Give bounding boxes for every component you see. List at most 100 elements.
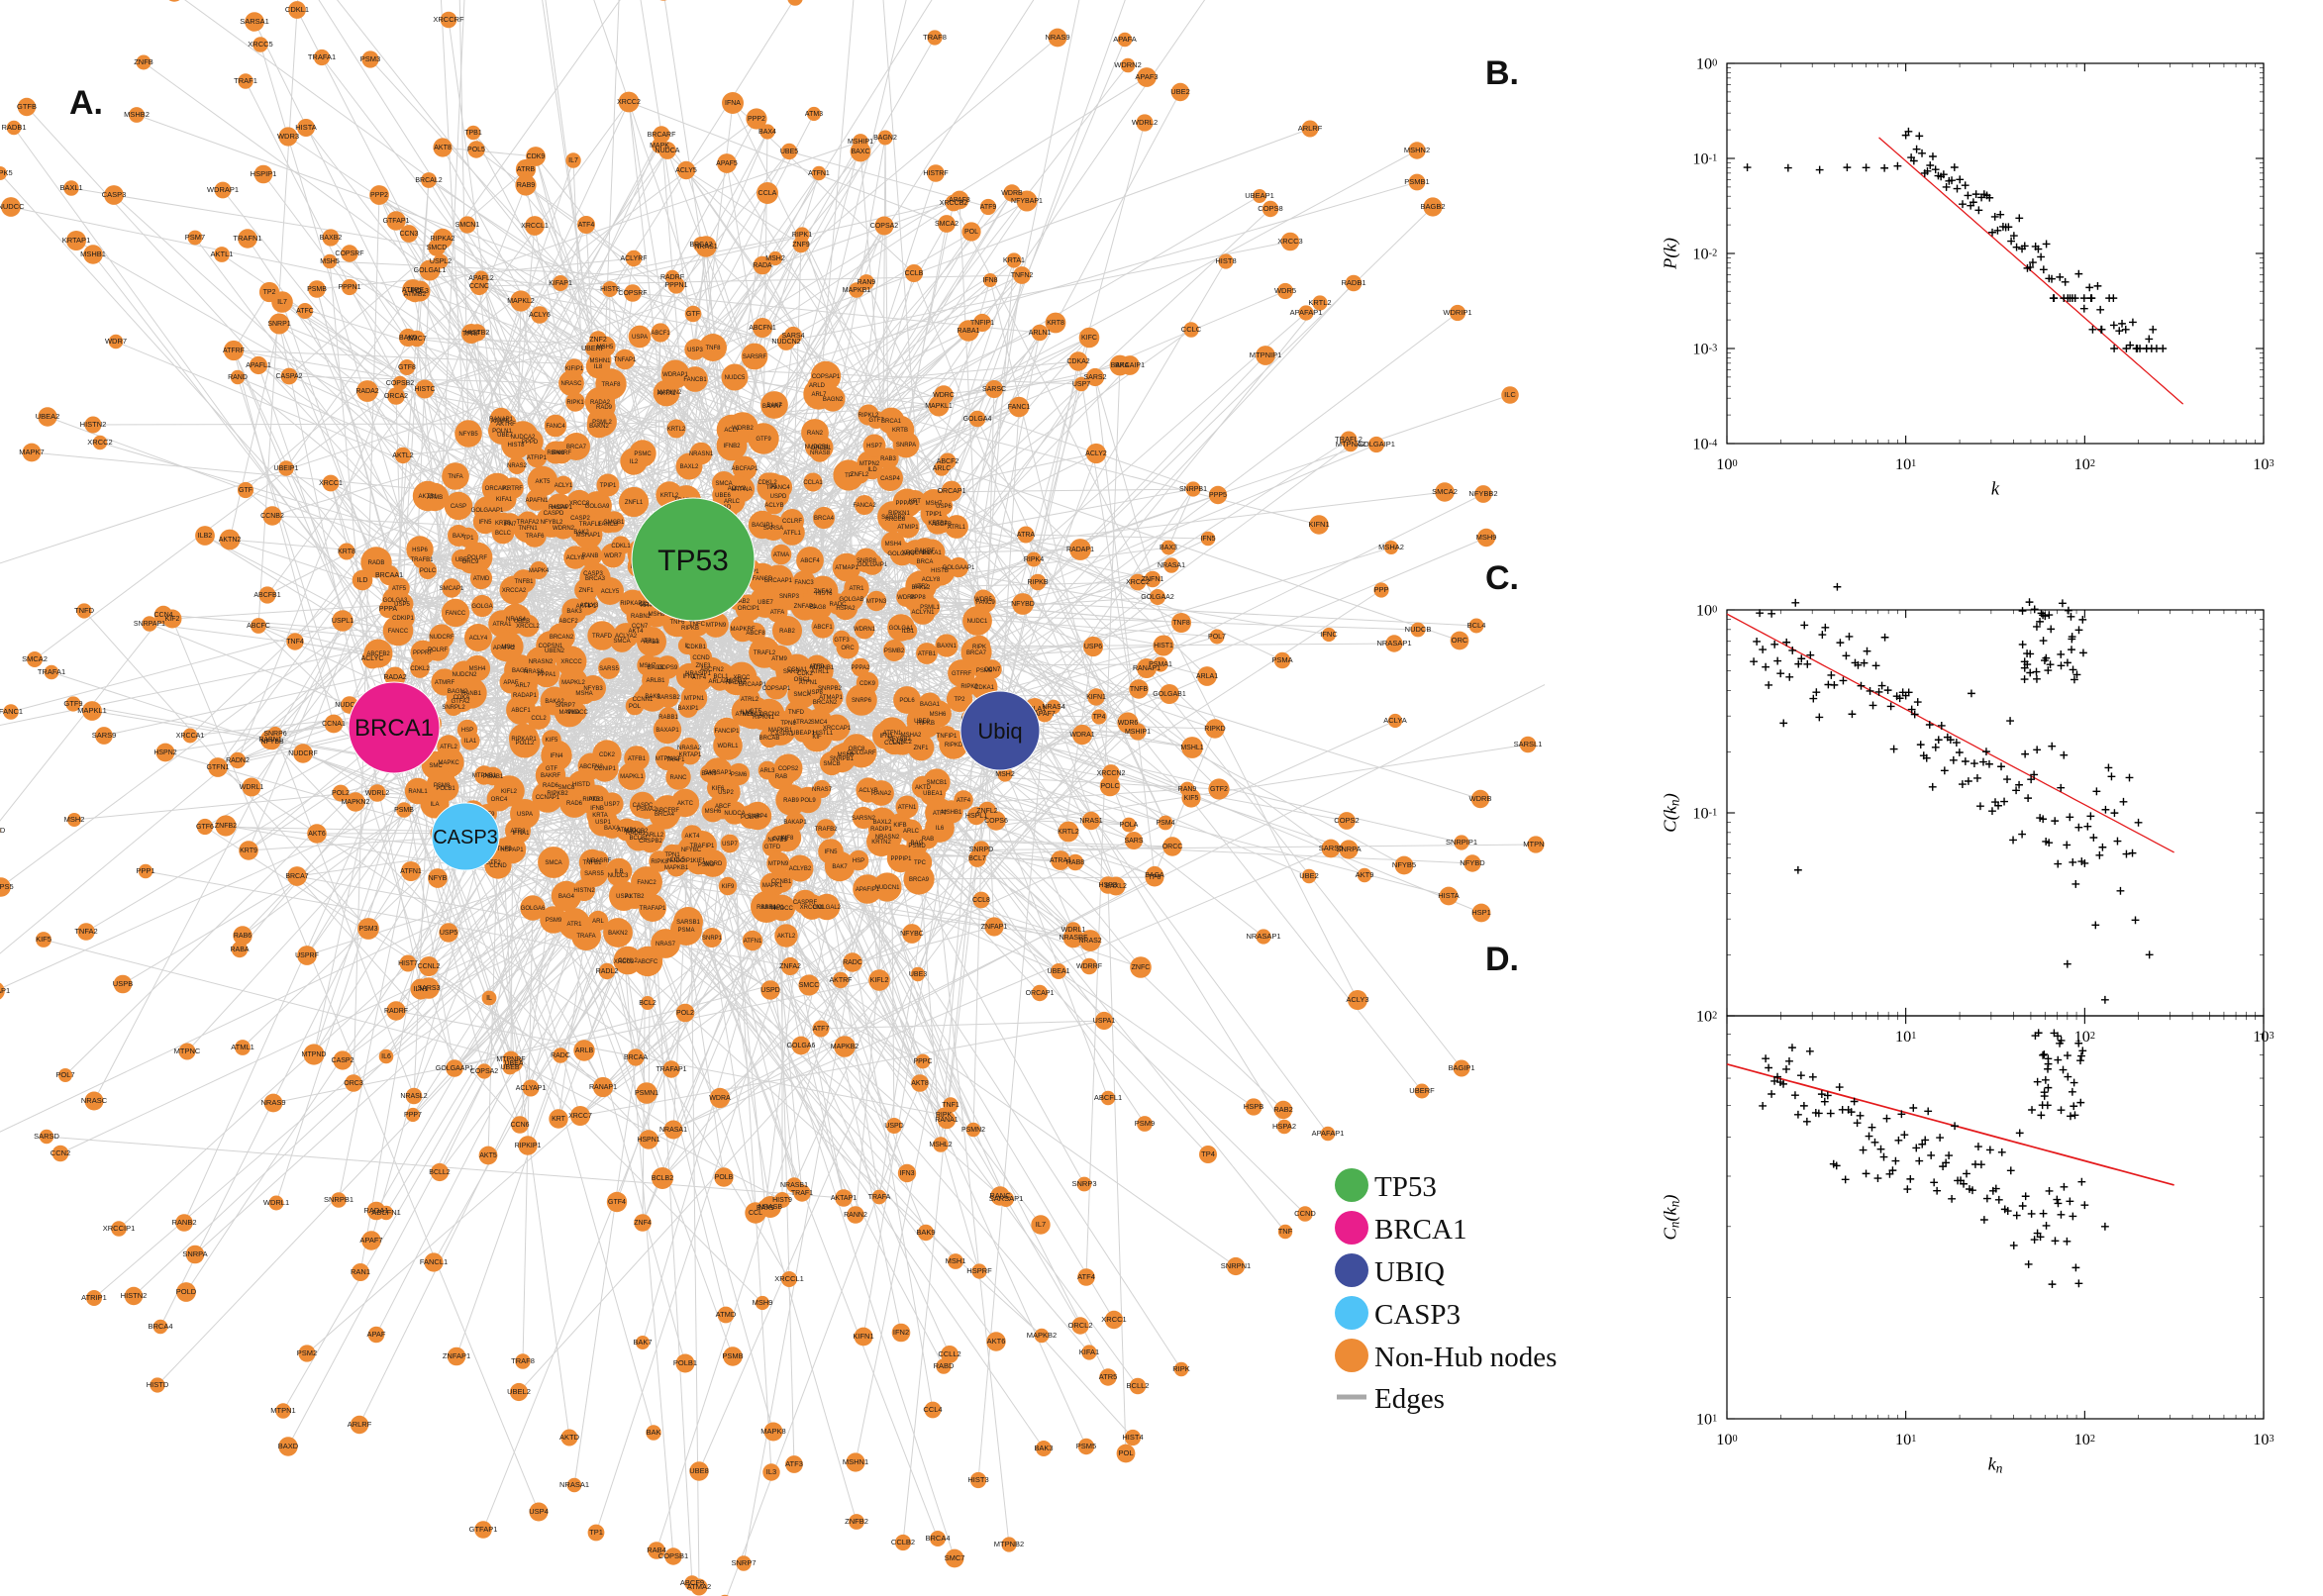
svg-text:TP53: TP53: [1374, 1171, 1437, 1203]
svg-text:RADA2: RADA2: [590, 400, 611, 406]
svg-text:FANCA2: FANCA2: [853, 503, 876, 509]
svg-text:ATMD: ATMD: [716, 1310, 737, 1319]
svg-text:TNF: TNF: [1278, 1227, 1293, 1236]
svg-text:TPIP1: TPIP1: [600, 483, 617, 489]
svg-text:MSHN2: MSHN2: [1404, 146, 1430, 154]
svg-text:AKT5: AKT5: [535, 479, 551, 485]
svg-text:TNFD: TNFD: [788, 710, 805, 716]
svg-text:AKT6: AKT6: [987, 1337, 1006, 1346]
svg-text:ATFL2: ATFL2: [440, 745, 457, 750]
svg-text:ATFN1: ATFN1: [898, 805, 917, 811]
svg-text:ORCA2: ORCA2: [384, 393, 408, 400]
svg-text:GTFN1: GTFN1: [207, 764, 230, 771]
svg-text:BAX: BAX: [453, 534, 464, 540]
svg-text:MSHA2: MSHA2: [1378, 543, 1404, 551]
svg-text:IL8: IL8: [594, 364, 603, 370]
svg-text:PPPRF: PPPRF: [413, 650, 433, 656]
svg-text:NFYB5: NFYB5: [458, 432, 478, 438]
svg-text:ARLC: ARLC: [903, 829, 920, 835]
svg-text:BAGA1: BAGA1: [920, 702, 941, 708]
svg-text:ATR5: ATR5: [1099, 1372, 1118, 1381]
svg-text:ATF7: ATF7: [813, 1026, 830, 1033]
svg-text:SARSB1: SARSB1: [676, 920, 700, 926]
svg-text:BAXAP1: BAXAP1: [656, 728, 679, 734]
svg-text:10-1: 10-1: [1692, 150, 1717, 167]
svg-text:NUDCN2: NUDCN2: [771, 339, 800, 346]
svg-text:COPSRF: COPSRF: [618, 290, 647, 297]
svg-text:COPSAP1: COPSAP1: [812, 374, 841, 380]
svg-text:MTPN9: MTPN9: [768, 861, 789, 867]
svg-text:NUDCA: NUDCA: [724, 811, 745, 817]
svg-text:CCLB: CCLB: [905, 270, 924, 277]
svg-text:100: 100: [1696, 54, 1717, 72]
svg-text:HISTL2: HISTL2: [727, 678, 748, 684]
svg-text:IFNC: IFNC: [1320, 630, 1338, 639]
svg-text:USP2: USP2: [718, 790, 734, 796]
svg-text:COPS8: COPS8: [1258, 204, 1282, 213]
svg-text:XRCCL1: XRCCL1: [521, 223, 549, 230]
svg-text:GOLGA: GOLGA: [471, 604, 492, 610]
svg-text:CCND: CCND: [489, 863, 507, 869]
svg-text:SNRP1: SNRP1: [267, 321, 290, 328]
svg-text:ABCF1: ABCF1: [813, 625, 833, 631]
svg-text:ZNF1: ZNF1: [579, 588, 595, 594]
svg-text:XRCCA2: XRCCA2: [502, 588, 527, 594]
svg-text:AKT8: AKT8: [434, 145, 452, 151]
svg-text:PSMA: PSMA: [1271, 655, 1292, 664]
svg-text:HISTC: HISTC: [415, 386, 436, 393]
svg-text:HISTN2: HISTN2: [573, 888, 595, 894]
svg-text:MTPNC: MTPNC: [174, 1047, 201, 1055]
svg-text:BRCA7: BRCA7: [966, 650, 987, 656]
svg-text:WDRL2: WDRL2: [1132, 118, 1158, 127]
svg-text:RAB: RAB: [922, 837, 934, 843]
svg-text:WDR6: WDR6: [1118, 720, 1139, 727]
svg-text:RADB1: RADB1: [626, 831, 647, 837]
svg-text:RADL2: RADL2: [596, 968, 619, 975]
svg-text:BAK: BAK: [646, 1428, 660, 1437]
svg-text:AKT6: AKT6: [308, 831, 326, 838]
svg-text:GOLGAAP1: GOLGAAP1: [436, 1065, 473, 1072]
svg-text:BAK7: BAK7: [633, 1338, 652, 1347]
svg-text:BAKN2: BAKN2: [608, 931, 628, 937]
svg-text:ATMA2: ATMA2: [687, 1582, 711, 1591]
svg-text:NUDCA: NUDCA: [656, 148, 680, 154]
svg-text:XRCCD: XRCCD: [0, 826, 6, 835]
svg-text:PSM3: PSM3: [698, 862, 715, 868]
svg-text:POLD: POLD: [176, 1287, 197, 1296]
svg-text:10-1: 10-1: [1692, 804, 1717, 822]
svg-text:HISTN2: HISTN2: [121, 1291, 148, 1300]
svg-text:HSPRF: HSPRF: [966, 1266, 992, 1275]
svg-text:PSM2: PSM2: [297, 1348, 317, 1357]
svg-text:SARSC: SARSC: [982, 386, 1006, 393]
svg-text:SNRP7: SNRP7: [731, 1558, 756, 1567]
svg-text:IL: IL: [486, 995, 492, 1002]
svg-text:TNFB: TNFB: [1130, 686, 1149, 693]
svg-text:PSMB: PSMB: [307, 286, 327, 293]
svg-text:KRTAP1: KRTAP1: [62, 236, 90, 245]
svg-text:MSH8: MSH8: [838, 752, 855, 758]
svg-text:KRT8: KRT8: [338, 549, 355, 555]
svg-text:KRT: KRT: [552, 1116, 566, 1123]
svg-text:ILB1: ILB1: [902, 629, 915, 635]
svg-text:Ubiq: Ubiq: [977, 719, 1022, 744]
svg-text:RADC: RADC: [551, 1052, 570, 1059]
svg-text:PSMB: PSMB: [722, 1351, 743, 1360]
svg-text:HSPA2: HSPA2: [1272, 1122, 1296, 1131]
svg-text:RIPKAP1: RIPKAP1: [511, 737, 537, 743]
svg-text:Non-Hub nodes: Non-Hub nodes: [1374, 1342, 1557, 1373]
svg-text:MSH2: MSH2: [64, 815, 85, 824]
svg-text:GOLGAB1: GOLGAB1: [1153, 691, 1186, 698]
svg-text:PSM5: PSM5: [1076, 1442, 1096, 1450]
svg-text:BRCARF: BRCARF: [648, 132, 676, 139]
svg-text:NUDCRF: NUDCRF: [429, 635, 454, 641]
svg-text:KIFN1: KIFN1: [1308, 520, 1329, 529]
svg-text:SMCA: SMCA: [715, 481, 732, 487]
svg-text:ATM3: ATM3: [805, 111, 823, 118]
svg-text:TNFA2: TNFA2: [74, 927, 97, 936]
svg-text:ILD: ILD: [867, 467, 877, 473]
svg-text:FANC1: FANC1: [1008, 404, 1031, 411]
svg-text:KRTL2: KRTL2: [667, 427, 686, 433]
svg-text:HSP: HSP: [461, 728, 473, 734]
svg-text:CASPA2: CASPA2: [275, 373, 302, 380]
svg-text:MSH4: MSH4: [469, 666, 486, 672]
